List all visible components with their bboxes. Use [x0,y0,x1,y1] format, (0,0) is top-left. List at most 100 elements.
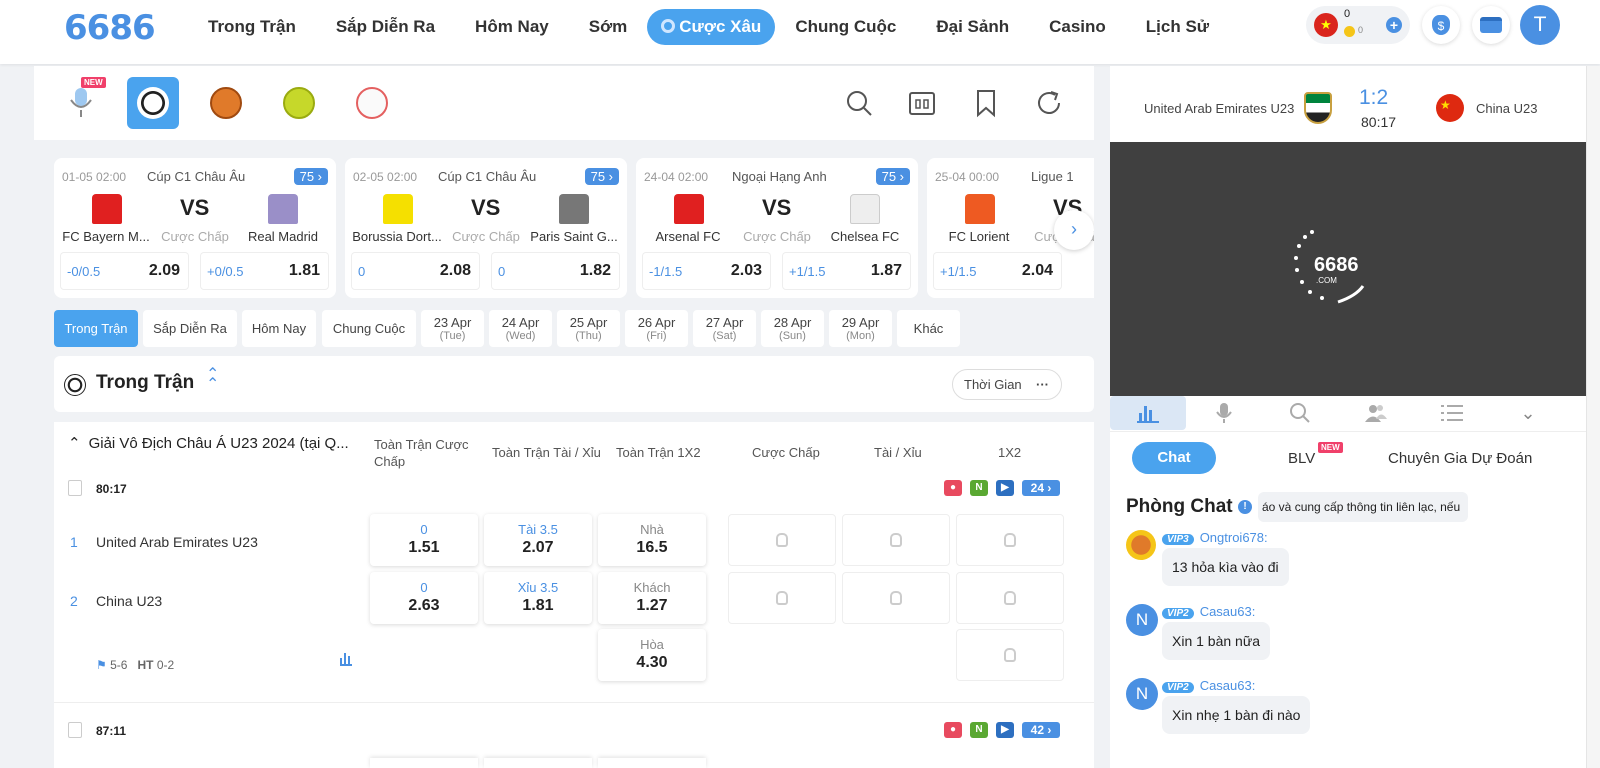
filter-date[interactable]: 27 Apr (Sat) [693,310,756,347]
filter-trong-tran[interactable]: Trong Trận [54,310,138,347]
username[interactable]: Casau63: [1199,678,1256,693]
collapse-icon[interactable]: ⌃ ⌃ [206,366,220,393]
mic-icon[interactable]: ● [944,480,962,496]
odds-home[interactable]: 0 2.08 [351,252,480,290]
tab-chat[interactable]: Chat [1132,442,1216,474]
tab-blv[interactable]: BLV [1288,450,1316,467]
tab-analysis[interactable] [1262,396,1338,430]
nav-som[interactable]: Sớm [588,17,628,36]
match-card[interactable]: 02-05 02:00 Cúp C1 Châu Âu 75 › VS Borus… [345,158,627,298]
sport-baseball[interactable] [346,77,398,129]
stream-logo: 6686 [1314,254,1359,276]
filter-chung-cuoc[interactable]: Chung Cuộc [322,310,416,347]
odds-away[interactable]: +1/1.5 1.87 [782,252,911,290]
odds-home[interactable]: +1/1.5 2.04 [933,252,1062,290]
bookmark-icon[interactable] [971,88,1001,118]
away-team: Chelsea FC [830,229,900,244]
user-avatar[interactable]: T [1520,5,1560,45]
tab-lineups[interactable] [1338,396,1414,430]
filter-sap-dien-ra[interactable]: Sắp Diễn Ra [143,310,237,347]
filter-khac[interactable]: Khác [897,310,960,347]
collapse-panel-button[interactable]: ⌄ [1490,396,1566,430]
nav-hom-nay[interactable]: Hôm Nay [475,17,549,36]
message-meta: VIP3 Ongtroi678: [1162,530,1268,545]
tab-stats[interactable] [1110,396,1186,430]
odds-cell-handicap-away[interactable]: 0 2.63 [370,572,478,624]
col-header: 1X2 [998,445,1022,460]
league-header[interactable]: ⌃ Giải Vô Địch Châu Á U23 2024 (tại Q... [68,434,358,452]
markets-count-badge[interactable]: 75 › [293,168,328,185]
username[interactable]: Ongtroi678: [1199,530,1268,545]
wallet[interactable]: ★ 0 0 + [1306,6,1410,44]
n-badge[interactable]: N [970,722,988,738]
nav-casino[interactable]: Casino [1049,17,1106,36]
add-funds-icon[interactable]: + [1386,17,1402,33]
league-name: Cúp C1 Châu Âu [147,169,246,184]
nav-trong-tran[interactable]: Trong Trận [208,17,296,36]
deposit-button[interactable]: $ [1422,6,1460,44]
odds-cell-1x2-home[interactable]: Nhà 16.5 [598,514,706,566]
sport-tennis[interactable] [273,77,325,129]
markets-count-badge[interactable]: 24 › [1022,480,1060,496]
favorite-checkbox[interactable] [68,722,82,738]
refresh-icon[interactable] [1034,88,1064,118]
odds-value: 1.27 [636,597,668,614]
odds-cell-1x2-draw[interactable]: Hòa 4.30 [598,629,706,681]
odds-cell-handicap-home[interactable]: 0 1.51 [370,514,478,566]
sport-basketball[interactable] [200,77,252,129]
username[interactable]: Casau63: [1199,604,1256,619]
stats-chart-icon[interactable] [340,653,352,666]
tab-expert-predictions[interactable]: Chuyên Gia Dự Đoán [1388,450,1533,467]
nav-cuoc-xau[interactable]: Cược Xâu [647,9,776,45]
odds-cell-over[interactable]: Tài 3.5 2.07 [484,514,592,566]
sport-football[interactable] [127,77,179,129]
markets-count-badge[interactable]: 75 › [584,168,619,185]
date-label: 29 Apr [841,315,880,330]
match-card[interactable]: 01-05 02:00 Cúp C1 Châu Âu 75 › VS FC Ba… [54,158,336,298]
odds-line: Hòa [640,637,664,652]
play-icon[interactable]: ▶ [996,480,1014,496]
nav-chung-cuoc[interactable]: Chung Cuộc [795,17,897,36]
markets-count-badge[interactable]: 42 › [1022,722,1060,738]
markets-count-badge[interactable]: 75 › [875,168,910,185]
site-logo[interactable]: 6686 [64,8,156,48]
filter-label: Chung Cuộc [332,321,406,336]
search-icon[interactable] [844,88,874,118]
mic-icon[interactable]: ● [944,722,962,738]
play-icon[interactable]: ▶ [996,722,1014,738]
filter-date[interactable]: 29 Apr (Mon) [829,310,892,347]
filter-hom-nay[interactable]: Hôm Nay [242,310,316,347]
nav-dai-sanh[interactable]: Đại Sảnh [936,17,1010,36]
nav-sap-dien-ra[interactable]: Sắp Diễn Ra [335,17,436,36]
filter-date[interactable]: 23 Apr (Tue) [421,310,484,347]
filter-date[interactable]: 24 Apr (Wed) [489,310,552,347]
next-cards-button[interactable]: › [1054,210,1094,250]
live-stream-player[interactable]: 6686 .COM [1110,142,1586,396]
filter-date[interactable]: 28 Apr (Sun) [761,310,824,347]
tab-commentary[interactable] [1186,396,1262,430]
sport-live-commentary[interactable]: NEW [55,77,107,129]
sort-button[interactable]: Thời Gian ··· [952,369,1062,400]
odds-away[interactable]: +0/0.5 1.81 [200,252,329,290]
weekday-label: (Sun) [779,330,806,342]
locked-odds-cell [728,514,836,566]
favorite-checkbox[interactable] [68,480,82,496]
tab-events[interactable] [1414,396,1490,430]
filter-date[interactable]: 25 Apr (Thu) [557,310,620,347]
nav-lich-su[interactable]: Lịch Sử [1145,17,1210,36]
odds-home[interactable]: -1/1.5 2.03 [642,252,771,290]
odds-cell-1x2-away[interactable]: Khách 1.27 [598,572,706,624]
match-card[interactable]: 24-04 02:00 Ngoại Hạng Anh 75 › VS Arsen… [636,158,918,298]
odds-line: 0 [420,522,428,537]
odds-home[interactable]: -0/0.5 2.09 [60,252,189,290]
tennis-icon [283,87,315,119]
lock-icon [776,591,788,605]
filter-date[interactable]: 26 Apr (Fri) [625,310,688,347]
scoreboard-icon[interactable] [907,88,937,118]
n-badge[interactable]: N [970,480,988,496]
uae-crest-icon [1304,92,1332,124]
panel-scrollbar[interactable] [1586,66,1600,768]
wallet-card-button[interactable] [1472,6,1510,44]
odds-away[interactable]: 0 1.82 [491,252,620,290]
odds-cell-under[interactable]: Xỉu 3.5 1.81 [484,572,592,624]
